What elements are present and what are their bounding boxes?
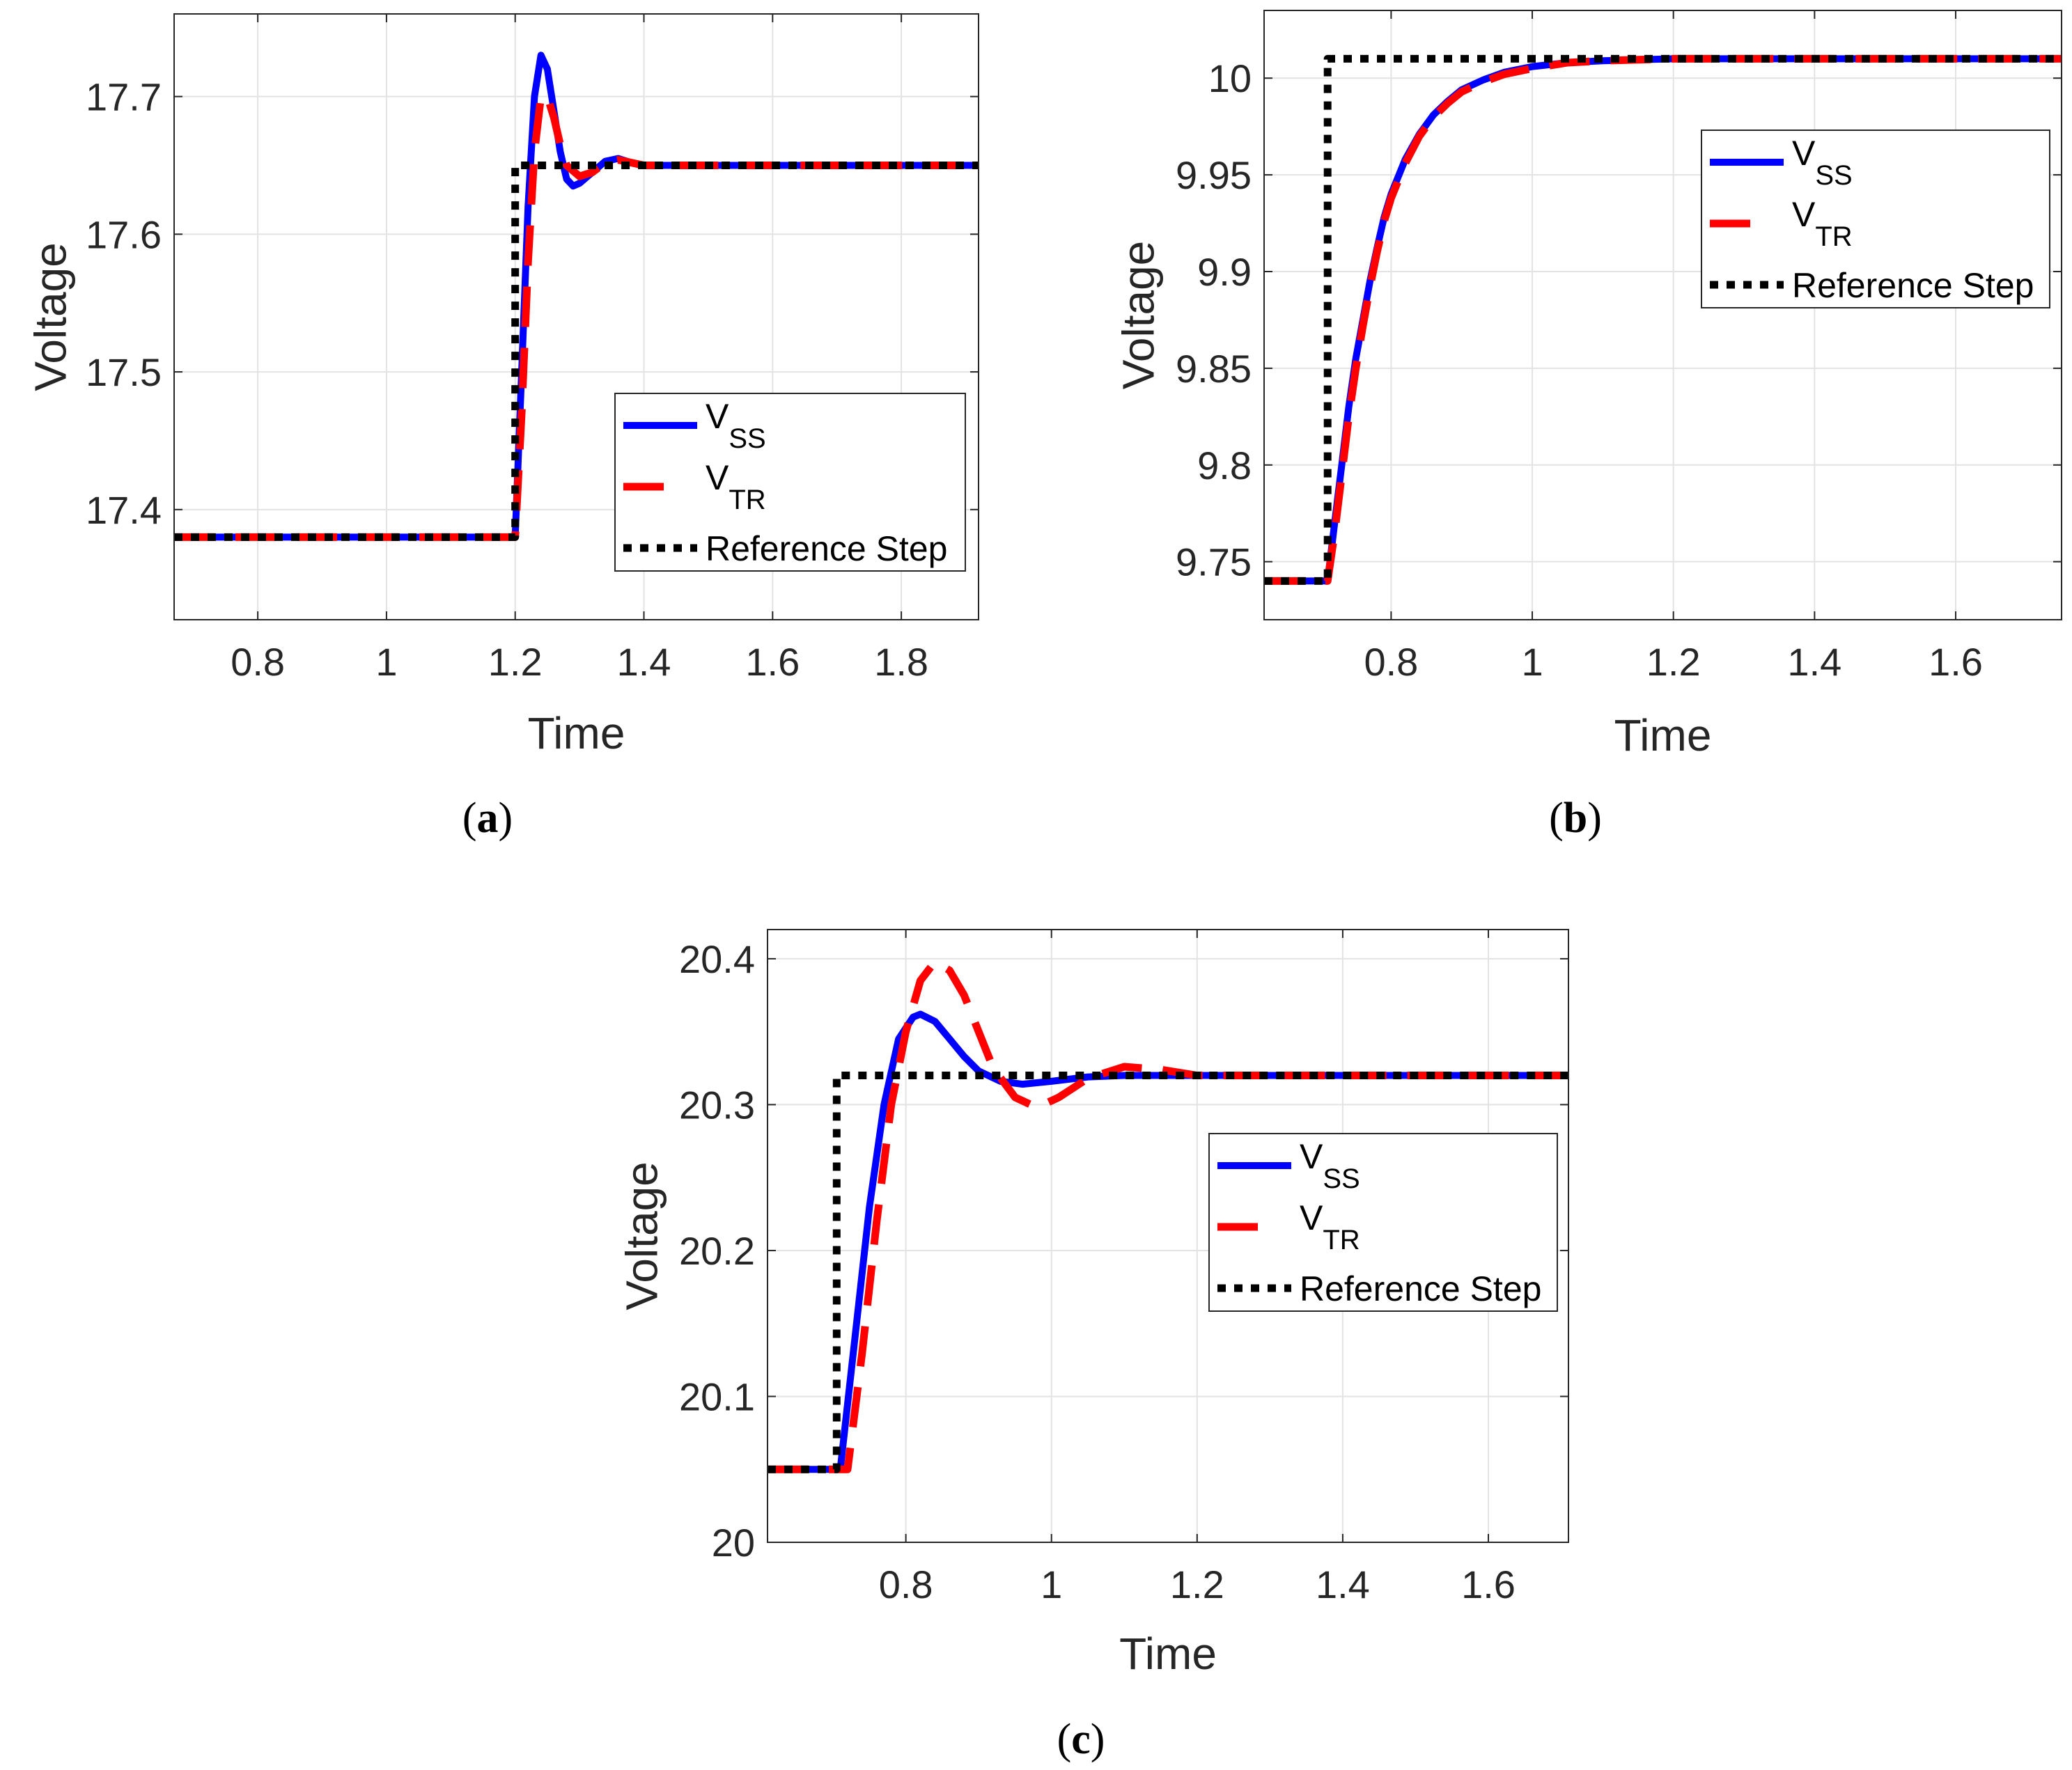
x-tick-label: 1.2 xyxy=(488,640,543,684)
y-tick-label: 9.8 xyxy=(1197,444,1252,487)
axes-box xyxy=(173,13,979,620)
x-tick-label: 1.4 xyxy=(617,640,671,684)
panel-caption-letter: c xyxy=(1071,1716,1091,1763)
y-tick-label: 10 xyxy=(1208,56,1252,100)
legend-subscript: SS xyxy=(1323,1164,1360,1194)
y-tick-label: 9.9 xyxy=(1197,250,1252,294)
series-line-reference-step xyxy=(174,162,979,541)
x-axis-label: Time xyxy=(1614,710,1712,760)
y-tick-label: 20.1 xyxy=(679,1375,755,1418)
x-tick-label: 1.6 xyxy=(745,640,800,684)
series-line-tr xyxy=(174,93,979,541)
y-tick-label: 17.6 xyxy=(86,212,162,256)
axes-box xyxy=(1263,10,2062,620)
x-tick-label: 0.8 xyxy=(1364,640,1418,684)
panel-caption: (c) xyxy=(1057,1716,1105,1763)
y-tick-label: 20.4 xyxy=(679,937,755,981)
panel-caption-letter: a xyxy=(477,794,499,842)
chart-panel-c: 0.8 1 1.2 1.4 1.6 20 20.1 20.2 20.3 20.4 Time Volta… xyxy=(616,929,1569,1763)
x-tick-label: 0.8 xyxy=(231,640,285,684)
y-tick-label: 20.2 xyxy=(679,1229,755,1273)
plot-area xyxy=(1264,10,2062,620)
panel-caption: (b) xyxy=(1549,794,1602,842)
y-tick-label: 20.3 xyxy=(679,1083,755,1127)
x-tick-label: 1.2 xyxy=(1646,640,1701,684)
x-axis-label: Time xyxy=(1119,1629,1217,1679)
legend-subscript: TR xyxy=(1815,221,1852,252)
y-axis-label: Voltage xyxy=(1113,241,1163,390)
series-line-reference-step xyxy=(1264,54,2062,585)
y-tick-label: 17.5 xyxy=(86,350,162,394)
y-tick-label: 9.75 xyxy=(1176,540,1252,584)
legend-subscript: SS xyxy=(1815,160,1852,191)
legend-label: Reference Step xyxy=(706,529,947,568)
x-tick-label: 1.6 xyxy=(1461,1563,1516,1606)
x-tick-label: 1.4 xyxy=(1316,1563,1370,1606)
series-line-tr xyxy=(768,957,1568,1473)
y-tick-label: 17.7 xyxy=(86,75,162,119)
chart-panel-b: 0.8 1 1.2 1.4 1.6 9.75 9.8 9.85 9.9 9.95 10 Time Vol… xyxy=(1113,10,2062,842)
x-tick-label: 1.8 xyxy=(874,640,928,684)
series-line-reference-step xyxy=(768,1072,1568,1473)
legend-subscript: TR xyxy=(729,485,765,515)
legend-label: Reference Step xyxy=(1792,266,2034,305)
x-tick-label: 1 xyxy=(375,640,397,684)
legend-subscript: TR xyxy=(1323,1225,1360,1255)
x-tick-label: 1.2 xyxy=(1170,1563,1224,1606)
y-tick-label: 17.4 xyxy=(86,488,162,532)
legend-label: Reference Step xyxy=(1300,1269,1541,1308)
y-axis-label: Voltage xyxy=(25,242,75,391)
panel-caption-letter: b xyxy=(1564,794,1587,842)
panel-caption: (a) xyxy=(462,794,513,842)
x-axis-label: Time xyxy=(528,708,625,758)
chart-panel-a: 0.8 1 1.2 1.4 1.6 1.8 17.4 17.5 17.6 17.7 Time Volt… xyxy=(25,13,979,842)
series-line-ss xyxy=(768,1010,1568,1473)
x-tick-label: 1.6 xyxy=(1929,640,1983,684)
x-tick-label: 1 xyxy=(1521,640,1543,684)
y-tick-label: 9.85 xyxy=(1176,347,1252,391)
x-tick-label: 1.4 xyxy=(1787,640,1841,684)
y-tick-label: 9.95 xyxy=(1176,153,1252,197)
y-tick-label: 20 xyxy=(712,1521,755,1565)
x-tick-label: 0.8 xyxy=(879,1563,933,1606)
x-tick-label: 1 xyxy=(1041,1563,1062,1606)
series-line-tr xyxy=(1264,54,2062,585)
legend-subscript: SS xyxy=(729,423,765,454)
axes-box xyxy=(767,929,1569,1543)
y-axis-label: Voltage xyxy=(616,1161,667,1310)
